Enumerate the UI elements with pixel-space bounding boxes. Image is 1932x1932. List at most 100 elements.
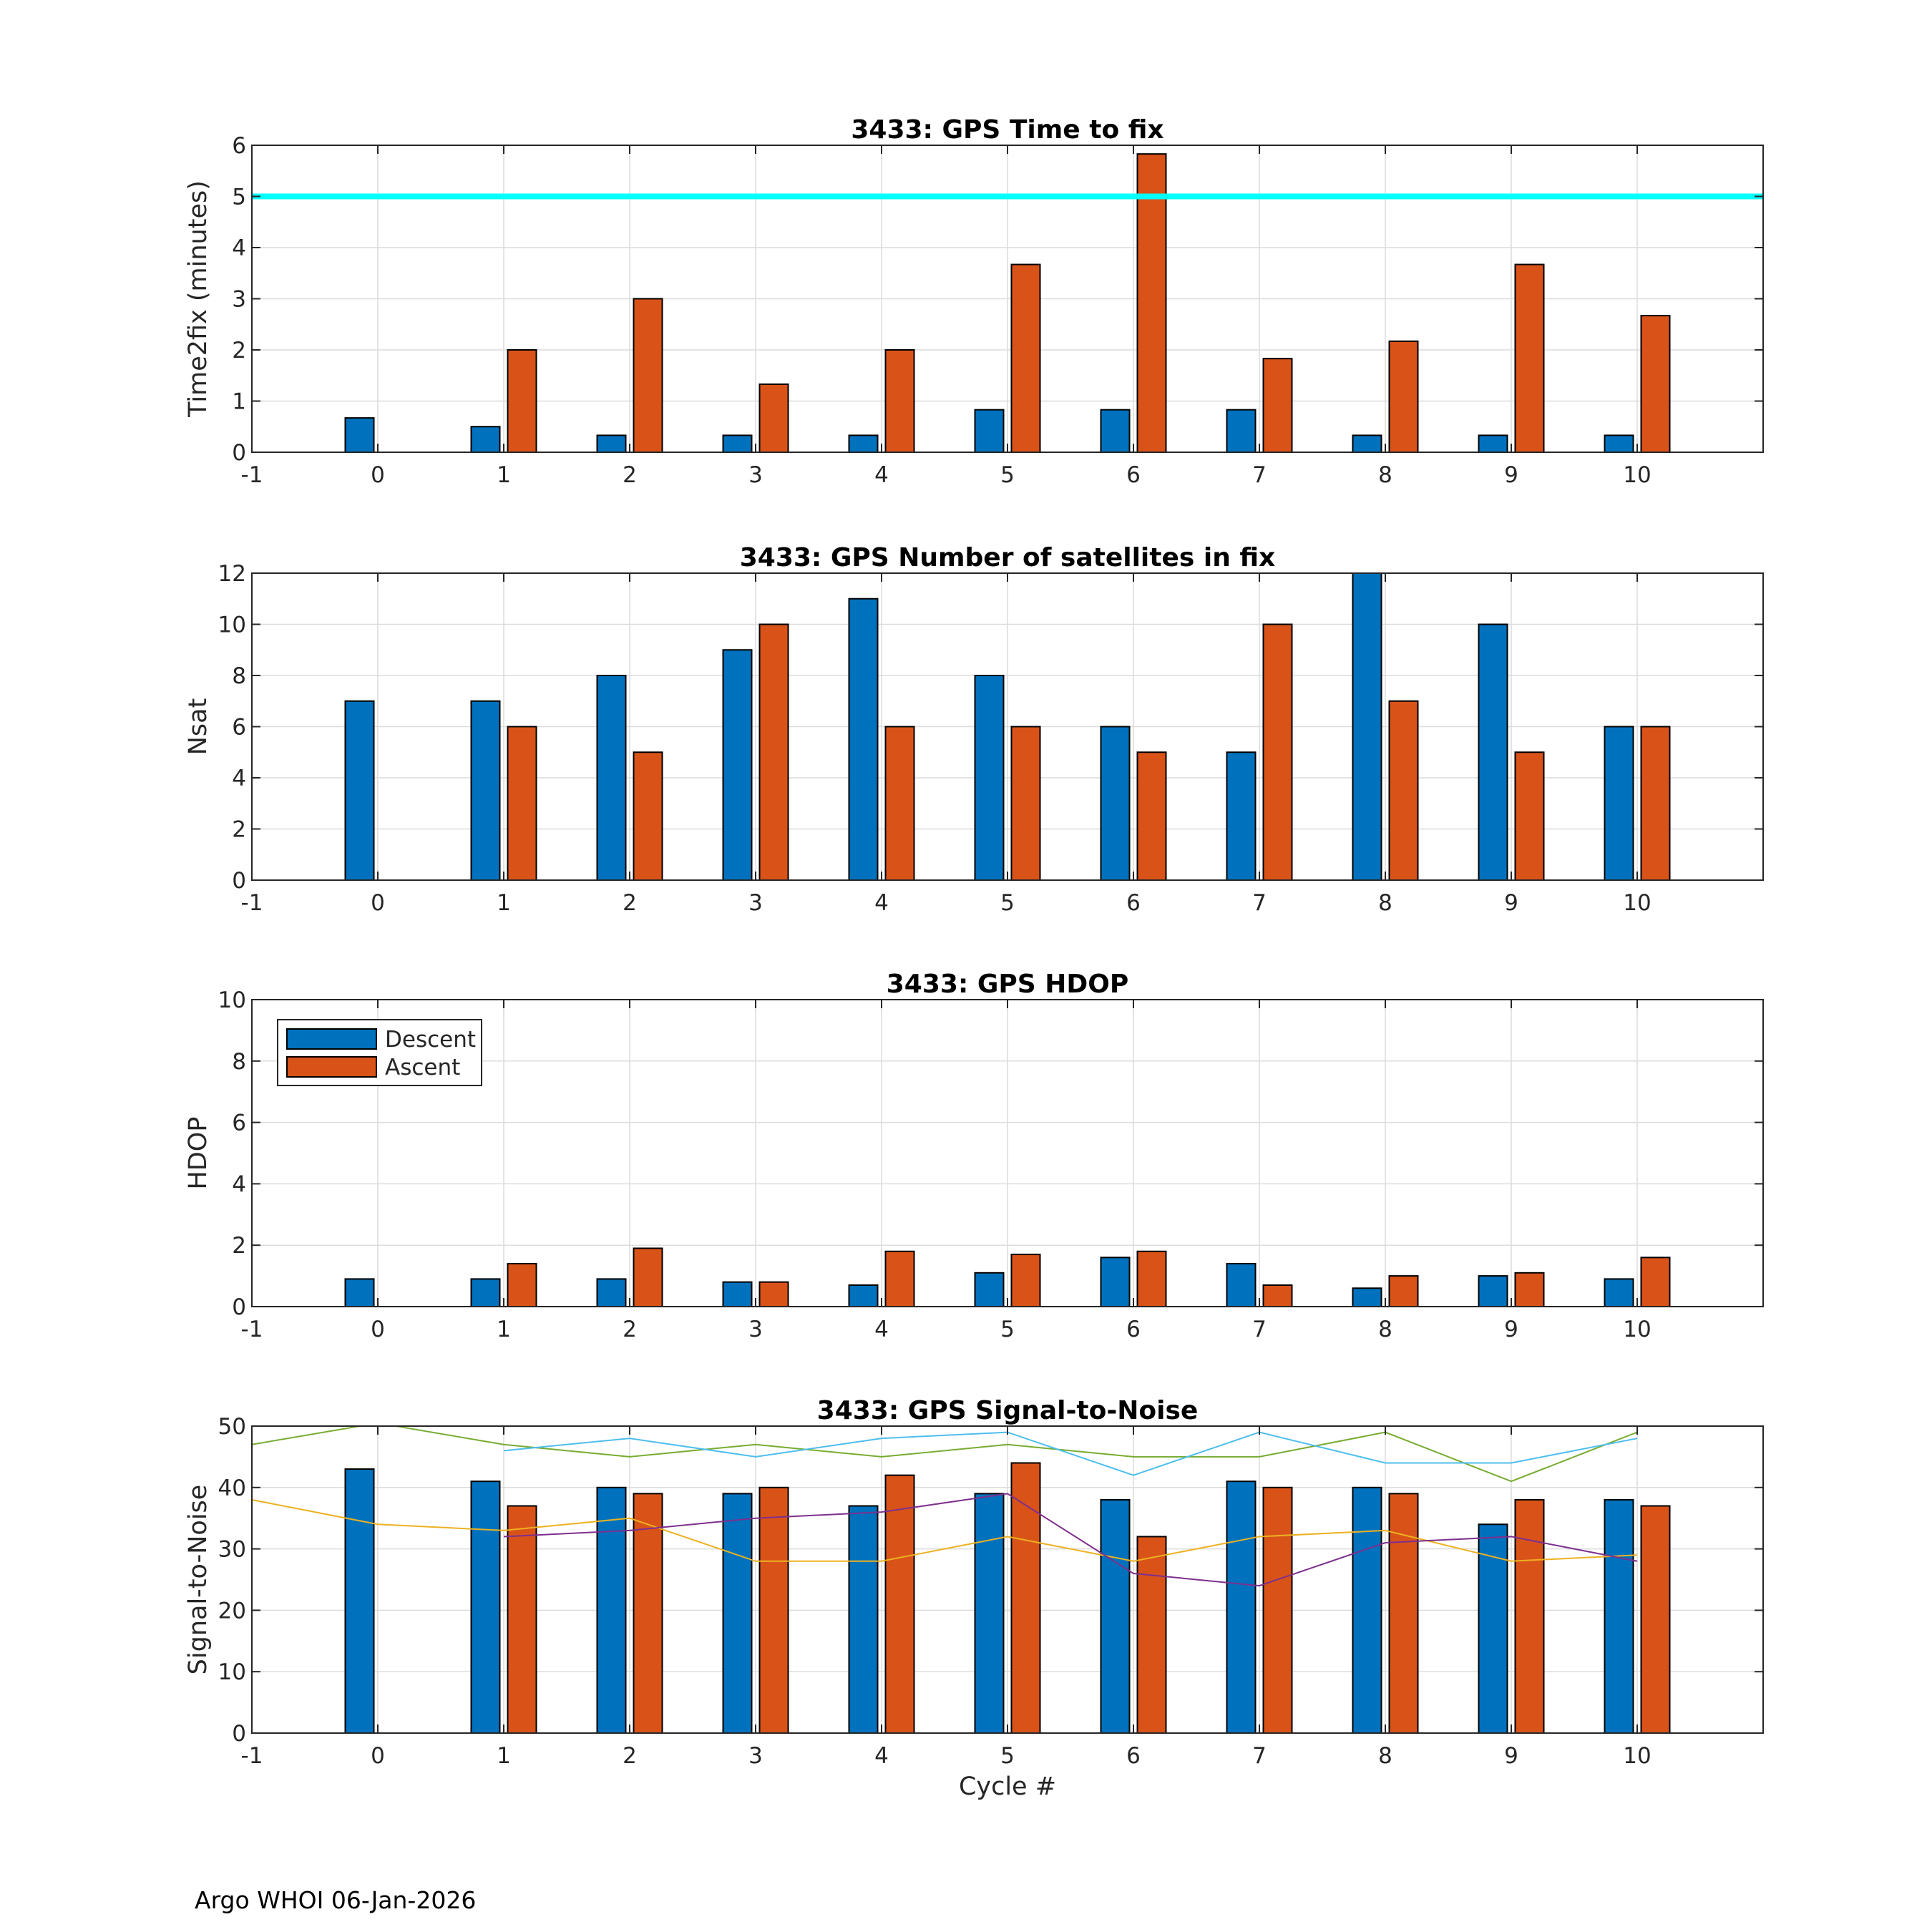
y-tick-label: 2 [232,1233,246,1259]
ascent-bar [1640,315,1671,453]
x-tick-label: 8 [1378,1317,1392,1342]
y-tick-label: 5 [232,185,246,210]
y-tick-label: 50 [218,1414,246,1440]
ascent-bar [1388,1275,1419,1307]
descent-bar [1100,409,1131,454]
descent-bar [722,1493,753,1734]
y-axis-label: Nsat [184,698,213,756]
descent-bar [344,1278,375,1308]
x-tick-label: 9 [1504,890,1518,916]
descent-bar [722,1281,753,1308]
descent-bar [1352,1486,1382,1735]
ascent-bar [507,1505,537,1735]
x-tick-label: -1 [241,1317,263,1342]
y-tick-label: 0 [232,1294,246,1320]
ascent-bar [1514,751,1545,881]
descent-bar [470,426,501,453]
ascent-bar [1640,1505,1671,1735]
y-tick-label: 10 [218,613,246,638]
ascent-bar [1388,340,1419,453]
y-tick-label: 3 [232,287,246,313]
y-tick-label: 40 [218,1475,246,1501]
x-tick-label: 2 [623,1743,637,1769]
ascent-bar [884,726,915,881]
ascent-bar [1010,1462,1041,1734]
x-tick-label: 7 [1252,890,1267,916]
descent-bar [1352,434,1382,454]
x-tick-label: 0 [371,1743,385,1769]
descent-bar [974,1493,1005,1734]
x-tick-label: 2 [623,462,637,488]
ascent-bar [758,623,789,881]
ascent-bar [758,383,789,454]
x-tick-label: 7 [1252,1317,1267,1342]
ascent-bar [507,1262,537,1307]
y-tick-label: 2 [232,338,246,364]
x-tick-label: 1 [497,890,511,916]
snr-purple-line [503,1493,1638,1587]
x-tick-label: 1 [497,462,511,488]
descent-bar [470,700,501,881]
x-tick-label: 3 [748,462,763,488]
x-tick-label: 6 [1126,462,1141,488]
y-tick-label: 30 [218,1537,246,1563]
descent-bar [1100,1498,1131,1734]
ascent-bar [1010,263,1041,453]
y-tick-label: 0 [232,1721,246,1747]
chart-title: 3433: GPS Number of satellites in fix [740,543,1276,572]
descent-bar [596,1486,627,1735]
x-tick-label: 10 [1623,890,1651,916]
x-tick-label: 9 [1504,462,1518,488]
ascent-bar [884,1250,915,1308]
descent-bar [1226,1262,1257,1307]
descent-bar [974,409,1005,454]
ascent-bar [1514,1272,1545,1308]
legend-label-descent: Descent [385,1027,476,1053]
ascent-bar [633,1247,663,1307]
ascent-bar [1514,263,1545,453]
x-tick-label: 6 [1126,1317,1141,1342]
ascent-bar [1010,726,1041,881]
descent-bar [848,1505,879,1735]
x-tick-label: 9 [1504,1317,1518,1342]
snr-orange-line [252,1498,1638,1562]
ascent-bar [1136,751,1167,881]
legend-label-ascent: Ascent [385,1055,460,1080]
descent-bar [974,675,1005,881]
y-axis-label: Time2fix (minutes) [184,180,213,418]
ascent-bar [633,751,663,881]
descent-bar [722,434,753,454]
ascent-bar [1262,1284,1293,1307]
chart-title: 3433: GPS Time to fix [851,115,1163,145]
descent-bar [1478,434,1508,454]
x-tick-label: 2 [623,1317,637,1342]
y-tick-label: 0 [232,440,246,466]
descent-bar [1226,1480,1257,1734]
x-tick-label: 1 [497,1743,511,1769]
x-tick-label: 4 [874,1317,889,1342]
descent-bar [470,1480,501,1734]
x-tick-label: -1 [241,1743,263,1769]
ascent-bar [633,298,663,453]
ascent-bar [507,349,537,453]
ascent-bar [1010,1254,1041,1307]
x-tick-label: 5 [1000,462,1015,488]
descent-bar [1604,1498,1634,1734]
ascent-bar [1262,1486,1293,1735]
x-tick-label: 8 [1378,462,1392,488]
x-tick-label: 10 [1623,1743,1651,1769]
y-tick-label: 4 [232,1171,246,1197]
descent-bar [722,649,753,881]
ascent-bar [758,1486,789,1735]
descent-bar [1352,1287,1382,1308]
descent-bar [848,434,879,454]
x-tick-label: 8 [1378,1743,1392,1769]
x-tick-label: 10 [1623,462,1651,488]
x-tick-label: 3 [748,1743,763,1769]
descent-bar [596,675,627,881]
legend-swatch-ascent [286,1056,377,1078]
x-tick-label: 0 [371,462,385,488]
